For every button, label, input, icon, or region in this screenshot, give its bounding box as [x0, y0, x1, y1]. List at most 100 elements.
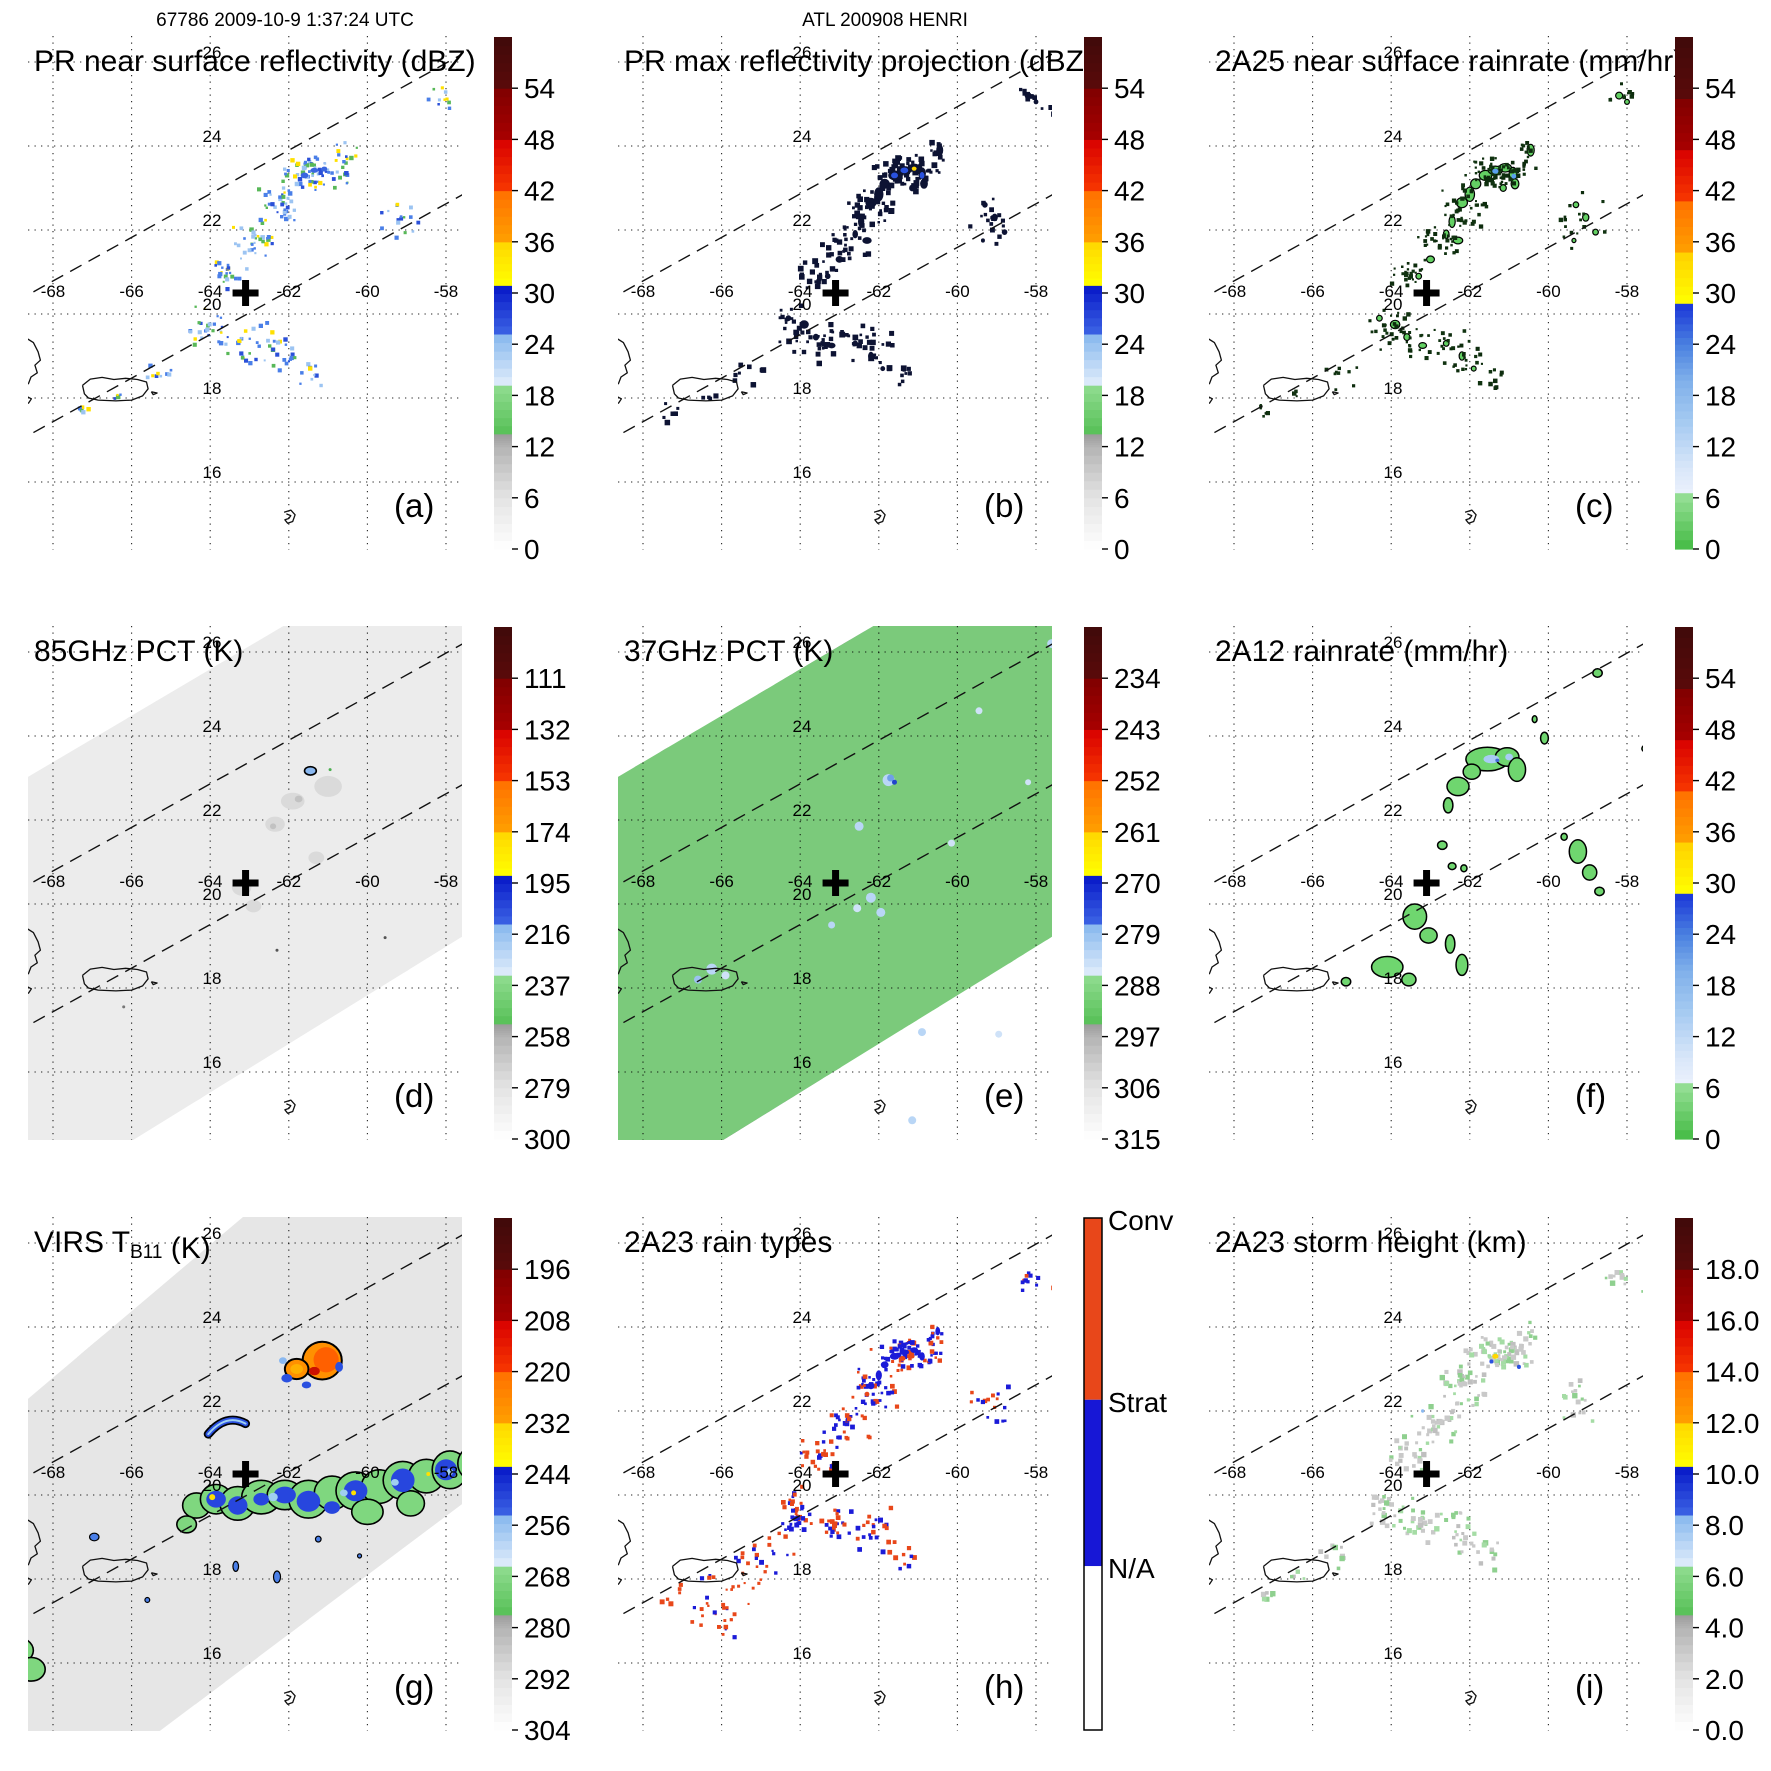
svg-text:-66: -66 [119, 282, 144, 301]
colorbar-tick-label: 42 [1705, 176, 1736, 207]
svg-text:-58: -58 [1614, 872, 1639, 891]
svg-text:-68: -68 [41, 282, 66, 301]
panel-letter: (g) [394, 1668, 434, 1705]
colorbar-category-label: Strat [1108, 1386, 1167, 1417]
swath-edge-line [618, 53, 1053, 296]
coastlines [1208, 1519, 1477, 1705]
swath-edge-line [1208, 194, 1643, 437]
colorbar-tick-label: 2.0 [1705, 1663, 1744, 1694]
colorbar-tick-label: 196 [524, 1254, 571, 1285]
svg-text:16: 16 [793, 1644, 812, 1663]
svg-text:16: 16 [203, 1053, 222, 1072]
svg-text:-62: -62 [277, 1463, 302, 1482]
colorbar-tick-label: 306 [1114, 1073, 1161, 1104]
svg-text:-62: -62 [1457, 872, 1482, 891]
colorbar-tick-label: 30 [1114, 278, 1145, 309]
colorbar-tick-label: 6.0 [1705, 1561, 1744, 1592]
swath-edge-line [618, 1374, 1053, 1618]
colorbar: 54 48 42 36 30 24 18 12 6 0 [1084, 36, 1145, 565]
svg-text:26: 26 [203, 1224, 222, 1243]
svg-text:24: 24 [203, 1308, 222, 1327]
colorbar-tick-label: 208 [524, 1305, 571, 1336]
svg-text:24: 24 [1383, 1308, 1402, 1327]
coastlines [618, 1519, 887, 1705]
data-features [694, 639, 1053, 1125]
svg-text:-58: -58 [434, 282, 459, 301]
grid-labels: -68 -66 -64 -62 -60 -58 26 24 22 20 18 16 [41, 633, 459, 1072]
colorbar: 54 48 42 36 30 24 18 12 6 0 [1674, 36, 1736, 565]
swath-edge-line [1208, 1234, 1643, 1477]
panel-c: -68 -66 -64 -62 -60 -58 26 24 22 20 18 16 2A25 near … [1208, 35, 1736, 565]
svg-text:-60: -60 [355, 872, 380, 891]
svg-text:22: 22 [793, 1392, 812, 1411]
colorbar-tick-label: 30 [1705, 868, 1736, 899]
svg-text:-66: -66 [710, 872, 735, 891]
colorbar-tick-label: 304 [524, 1715, 571, 1746]
colorbar-tick-label: 195 [524, 868, 571, 899]
data-features [1258, 82, 1634, 418]
svg-text:-60: -60 [1536, 1463, 1561, 1482]
svg-text:-68: -68 [1221, 1463, 1246, 1482]
panel-title: PR max reflectivity projection (dBZ) [624, 45, 1094, 78]
data-features [662, 87, 1053, 426]
colorbar: 111 132 153 174 195 216 237 258 279 300 [493, 627, 571, 1155]
svg-text:-62: -62 [867, 1463, 892, 1482]
grid-labels: -68 -66 -64 -62 -60 -58 26 24 22 20 18 16 [1221, 633, 1639, 1072]
svg-text:18: 18 [203, 969, 222, 988]
data-features [1340, 668, 1643, 987]
svg-text:22: 22 [1383, 1392, 1402, 1411]
svg-text:-64: -64 [788, 282, 813, 301]
colorbar-category-label: N/A [1108, 1553, 1155, 1584]
colorbar-tick-label: 8.0 [1705, 1510, 1744, 1541]
panel-letter: (c) [1575, 487, 1613, 524]
svg-text:-60: -60 [945, 872, 970, 891]
storm-center-marker [1413, 279, 1440, 306]
colorbar-tick-label: 297 [1114, 1022, 1161, 1053]
svg-text:-64: -64 [1379, 282, 1404, 301]
svg-text:-68: -68 [1221, 872, 1246, 891]
svg-text:18: 18 [793, 1560, 812, 1579]
svg-text:20: 20 [203, 885, 222, 904]
svg-text:-64: -64 [1379, 1463, 1404, 1482]
svg-text:22: 22 [1383, 801, 1402, 820]
svg-text:24: 24 [1383, 127, 1402, 146]
data-features [77, 86, 462, 415]
colorbar-tick-label: 48 [524, 124, 555, 155]
storm-center-marker [822, 1460, 849, 1487]
colorbar-tick-label: 54 [1114, 73, 1145, 104]
svg-text:26: 26 [793, 43, 812, 62]
grid-labels: -68 -66 -64 -62 -60 -58 26 24 22 20 18 16 [631, 43, 1049, 482]
svg-text:26: 26 [793, 1224, 812, 1243]
svg-text:18: 18 [203, 379, 222, 398]
colorbar-tick-label: 12.0 [1705, 1407, 1759, 1438]
svg-text:-60: -60 [1536, 282, 1561, 301]
panel-title: PR near surface reflectivity (dBZ) [34, 45, 476, 78]
colorbar-tick-label: 54 [1705, 73, 1736, 104]
svg-text:18: 18 [1383, 1560, 1402, 1579]
colorbar-tick-label: 220 [524, 1356, 571, 1387]
panel-f: -68 -66 -64 -62 -60 -58 26 24 22 20 18 16 2A12 rainr… [1208, 626, 1736, 1155]
colorbar-tick-label: 153 [524, 766, 571, 797]
colorbar-tick-label: 12 [1705, 1022, 1736, 1053]
storm-center-marker [232, 279, 259, 306]
colorbar-tick-label: 279 [1114, 920, 1161, 951]
colorbar: 234 243 252 261 270 279 288 297 306 315 [1084, 627, 1161, 1155]
panel-letter: (e) [984, 1077, 1024, 1114]
swath-edge-line [27, 53, 462, 296]
colorbar-tick-label: 234 [1114, 664, 1161, 695]
colorbar: 196 208 220 232 244 256 268 280 292 304 [493, 1217, 571, 1746]
colorbar-tick-label: 111 [524, 664, 567, 695]
svg-text:20: 20 [1383, 885, 1402, 904]
colorbar-tick-label: 0 [1114, 534, 1130, 565]
svg-text:-64: -64 [788, 872, 813, 891]
gridlines [1208, 626, 1643, 1141]
panel-title: 85GHz PCT (K) [34, 635, 243, 668]
swath-edge-line [618, 194, 1053, 437]
gridlines [618, 626, 1053, 1141]
svg-text:18: 18 [1383, 379, 1402, 398]
svg-text:-66: -66 [1300, 872, 1325, 891]
svg-text:18: 18 [203, 1560, 222, 1579]
colorbar-tick-label: 237 [524, 971, 571, 1002]
